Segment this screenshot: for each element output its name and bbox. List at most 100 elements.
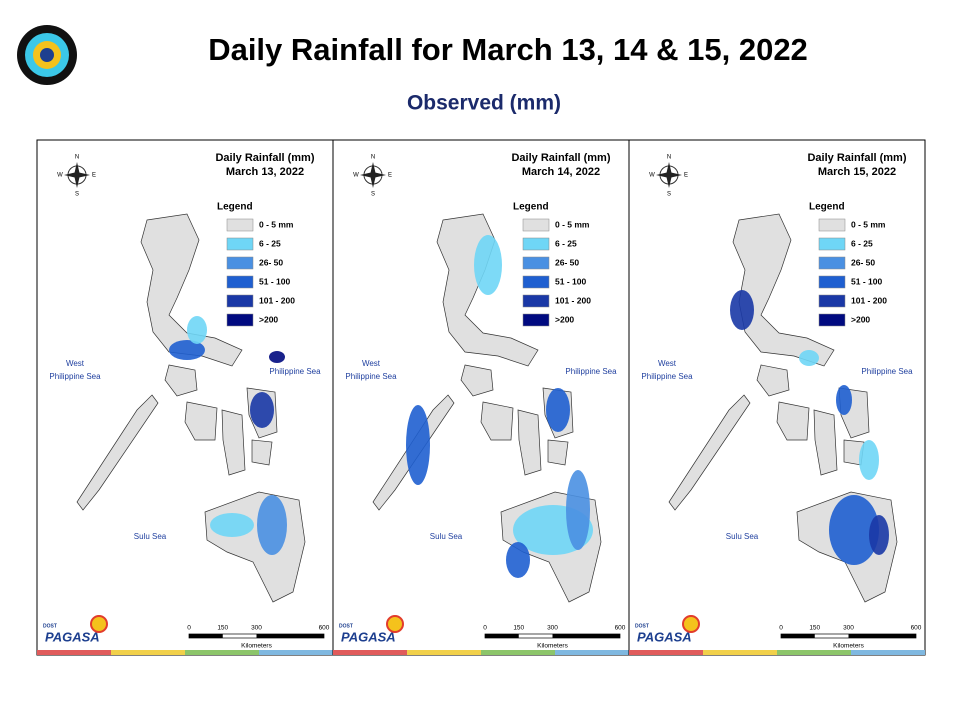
- compass-letter: E: [388, 173, 392, 179]
- logo-agency: PAGASA: [45, 629, 100, 644]
- compass-letter: S: [371, 192, 375, 198]
- map-panel: N W E S Daily Rainfall (mm) March 15, 2022 Leg…: [628, 139, 926, 656]
- scale-tick-label: 0: [779, 625, 783, 632]
- land: [164, 364, 198, 397]
- sea-label: West: [66, 359, 85, 368]
- legend-label: 6 - 25: [259, 238, 281, 248]
- rain-area: [799, 350, 819, 366]
- legend-label: 0 - 5 mm: [555, 219, 590, 229]
- logo-agency: PAGASA: [341, 629, 396, 644]
- compass-letter: N: [75, 155, 79, 161]
- rain-area: [859, 440, 879, 480]
- slide-subtitle: Observed (mm): [407, 92, 561, 115]
- footer-stripe: [185, 650, 259, 655]
- logo-dept: DOST: [339, 623, 353, 629]
- legend-label: 101 - 200: [851, 295, 887, 305]
- footer-stripe: [555, 650, 629, 655]
- footer-stripe: [777, 650, 851, 655]
- panel-heading: Daily Rainfall (mm): [511, 152, 610, 164]
- sea-label: West: [362, 359, 381, 368]
- land: [460, 364, 494, 397]
- land: [251, 439, 273, 466]
- compass-letter: S: [75, 192, 79, 198]
- legend-label: 51 - 100: [555, 276, 586, 286]
- legend-swatch: [818, 275, 846, 289]
- sea-label: Philippine Sea: [269, 367, 321, 376]
- legend-label: 26- 50: [555, 257, 579, 267]
- scale-tick-label: 300: [843, 625, 854, 632]
- panel-heading: Daily Rainfall (mm): [807, 152, 906, 164]
- compass-star: [656, 162, 682, 188]
- land: [184, 401, 218, 441]
- legend-swatch: [226, 275, 254, 289]
- scale-unit: Kilometers: [833, 643, 864, 650]
- legend-title: Legend: [217, 202, 253, 213]
- rain-area: [250, 392, 274, 428]
- scale-bar-fill: [552, 634, 620, 638]
- legend-label: 101 - 200: [555, 295, 591, 305]
- legend-swatch: [226, 256, 254, 270]
- land: [547, 439, 569, 466]
- footer-stripe: [259, 650, 333, 655]
- rain-area: [506, 542, 530, 578]
- legend-label: 51 - 100: [851, 276, 882, 286]
- legend-title: Legend: [809, 202, 845, 213]
- legend-swatch: [522, 294, 550, 308]
- scale-tick-label: 0: [483, 625, 487, 632]
- rain-area: [257, 495, 287, 555]
- land: [480, 401, 514, 441]
- compass-letter: W: [353, 173, 359, 179]
- compass-letter: E: [684, 173, 688, 179]
- rain-area: [169, 340, 205, 360]
- legend-swatch: [226, 237, 254, 251]
- scale-unit: Kilometers: [241, 643, 272, 650]
- rain-area: [829, 495, 879, 565]
- slide-title: Daily Rainfall for March 13, 14 & 15, 20…: [208, 32, 808, 67]
- scale-tick-label: 600: [911, 625, 922, 632]
- legend-swatch: [226, 313, 254, 327]
- footer-stripe: [703, 650, 777, 655]
- rain-area: [869, 515, 889, 555]
- scale-bar-fill: [848, 634, 916, 638]
- land: [756, 364, 790, 397]
- panel-heading: Daily Rainfall (mm): [215, 152, 314, 164]
- land: [221, 409, 246, 476]
- sea-label: Sulu Sea: [430, 532, 463, 541]
- scale-tick-label: 300: [251, 625, 262, 632]
- legend-label: >200: [851, 314, 870, 324]
- sea-label: Philippine Sea: [345, 372, 397, 381]
- legend-label: >200: [555, 314, 574, 324]
- compass-letter: S: [667, 192, 671, 198]
- scale-tick-label: 600: [615, 625, 626, 632]
- legend-swatch: [226, 218, 254, 232]
- scale-tick-label: 0: [187, 625, 191, 632]
- compass-letter: N: [371, 155, 375, 161]
- legend-swatch: [226, 294, 254, 308]
- footer-stripe: [111, 650, 185, 655]
- compass-letter: W: [649, 173, 655, 179]
- legend-label: 6 - 25: [851, 238, 873, 248]
- scale-unit: Kilometers: [537, 643, 568, 650]
- rain-area: [269, 351, 285, 363]
- legend-swatch: [818, 237, 846, 251]
- sea-label: Philippine Sea: [565, 367, 617, 376]
- legend-swatch: [818, 313, 846, 327]
- compass-letter: E: [92, 173, 96, 179]
- footer-stripe: [481, 650, 555, 655]
- legend-label: 51 - 100: [259, 276, 290, 286]
- sea-label: Sulu Sea: [726, 532, 759, 541]
- sea-label: Philippine Sea: [641, 372, 693, 381]
- compass-star: [64, 162, 90, 188]
- legend-label: 101 - 200: [259, 295, 295, 305]
- rain-area: [406, 405, 430, 485]
- rain-area: [546, 388, 570, 432]
- legend-swatch: [522, 237, 550, 251]
- rain-area: [836, 385, 852, 415]
- rain-area: [474, 235, 502, 295]
- legend-swatch: [818, 256, 846, 270]
- legend-label: 26- 50: [851, 257, 875, 267]
- rain-area: [187, 316, 207, 344]
- compass-star: [360, 162, 386, 188]
- legend-swatch: [522, 256, 550, 270]
- panel-date: March 15, 2022: [818, 166, 896, 178]
